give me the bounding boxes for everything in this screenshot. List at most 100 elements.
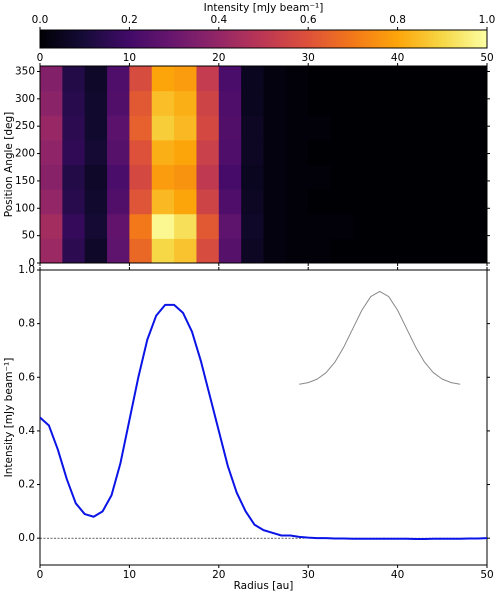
x-tick-label: 10	[123, 569, 136, 581]
heatmap-cell	[330, 238, 354, 264]
heatmap-cell	[196, 115, 220, 141]
heatmap-cell	[285, 66, 309, 92]
heatmap-cell	[196, 213, 220, 239]
heatmap-cell	[352, 164, 376, 190]
heatmap-cell	[263, 115, 287, 141]
heatmap-cell	[397, 66, 421, 92]
x-tick-label: 50	[480, 569, 493, 581]
heatmap-cell	[62, 164, 86, 190]
heatmap-cell	[375, 164, 399, 190]
heatmap-cell	[151, 139, 175, 165]
heatmap-cell	[352, 66, 376, 92]
heatmap-cell	[40, 66, 63, 92]
heatmap-cell	[263, 90, 287, 116]
heatmap-cell	[151, 213, 175, 239]
heatmap-cell	[84, 213, 108, 239]
y-tick-label: 300	[15, 93, 35, 105]
heatmap-cell	[129, 66, 153, 92]
heatmap-cell	[285, 139, 309, 165]
heatmap-cell	[419, 115, 443, 141]
heatmap-cell	[330, 189, 354, 215]
heatmap-cell	[151, 66, 175, 92]
heatmap-cell	[62, 238, 86, 264]
heatmap-cell	[285, 164, 309, 190]
heatmap-cell	[375, 66, 399, 92]
heatmap-cell	[308, 90, 332, 116]
heatmap-cell	[40, 164, 63, 190]
heatmap-cell	[263, 213, 287, 239]
heatmap-cell	[397, 213, 421, 239]
line-series	[299, 290, 461, 385]
heatmap-cell	[40, 238, 63, 264]
heatmap-cell	[442, 164, 466, 190]
heatmap-cell	[330, 139, 354, 165]
heatmap-cell	[129, 213, 153, 239]
x-tick-label: 40	[391, 569, 404, 581]
heatmap-cell	[442, 90, 466, 116]
heatmap-cell	[442, 115, 466, 141]
heatmap-cell	[397, 115, 421, 141]
heatmap-cell	[330, 115, 354, 141]
heatmap-cell	[285, 90, 309, 116]
y-tick-label: 150	[15, 175, 35, 187]
x-tick-label: 20	[212, 569, 225, 581]
heatmap-cell	[419, 90, 443, 116]
x-tick-label: 40	[391, 52, 404, 64]
heatmap-cell	[174, 238, 197, 264]
x-axis-label: Radius [au]	[234, 580, 294, 592]
heatmap-cell	[174, 66, 197, 92]
heatmap-cell	[375, 189, 399, 215]
heatmap-cell	[84, 189, 108, 215]
colorbar-tick-label: 0.8	[389, 14, 406, 26]
heatmap-cell	[196, 66, 220, 92]
heatmap-cell	[442, 139, 466, 165]
heatmap-cell	[174, 213, 197, 239]
y-tick-label: 1.0	[18, 264, 35, 276]
heatmap-cell	[442, 189, 466, 215]
heatmap-cell	[241, 238, 264, 264]
colorbar-label: Intensity [mJy beam⁻¹]	[204, 2, 324, 14]
heatmap-cell	[397, 90, 421, 116]
heatmap-cell	[375, 213, 399, 239]
heatmap-cell	[84, 115, 108, 141]
heatmap-cell	[375, 90, 399, 116]
heatmap-cell	[397, 189, 421, 215]
heatmap-cell	[464, 164, 488, 190]
y-tick-label: 0.4	[18, 425, 35, 437]
heatmap-cell	[218, 115, 242, 141]
heatmap-cell	[352, 189, 376, 215]
heatmap-cell	[397, 139, 421, 165]
heatmap-cell	[196, 238, 220, 264]
heatmap-cell	[308, 139, 332, 165]
heatmap-cell	[241, 164, 264, 190]
y-tick-label: 0	[28, 257, 35, 269]
heatmap-cell	[174, 189, 197, 215]
heatmap-cell	[62, 139, 86, 165]
x-tick-label: 50	[480, 52, 493, 64]
heatmap-cell	[107, 164, 130, 190]
colorbar-tick-label: 0.0	[32, 14, 49, 26]
heatmap-cell	[40, 139, 63, 165]
y-axis-label: Position Angle [deg]	[3, 112, 15, 217]
x-tick-label: 10	[123, 52, 136, 64]
y-tick-label: 250	[15, 120, 35, 132]
heatmap-cell	[129, 139, 153, 165]
heatmap-cell	[285, 238, 309, 264]
heatmap-cell	[464, 189, 488, 215]
heatmap-cell	[285, 213, 309, 239]
heatmap-cell	[330, 66, 354, 92]
heatmap-cell	[352, 213, 376, 239]
heatmap-cell	[352, 139, 376, 165]
y-tick-label: 0.8	[18, 318, 35, 330]
heatmap-cell	[174, 90, 197, 116]
heatmap-cell	[84, 164, 108, 190]
y-tick-label: 50	[22, 230, 35, 242]
heatmap-cell	[308, 189, 332, 215]
y-tick-label: 0.2	[18, 479, 35, 491]
heatmap-cell	[107, 90, 130, 116]
heatmap-cell	[241, 66, 264, 92]
heatmap-cell	[151, 164, 175, 190]
heatmap-cell	[419, 139, 443, 165]
heatmap-cell	[263, 66, 287, 92]
heatmap-cell	[464, 139, 488, 165]
